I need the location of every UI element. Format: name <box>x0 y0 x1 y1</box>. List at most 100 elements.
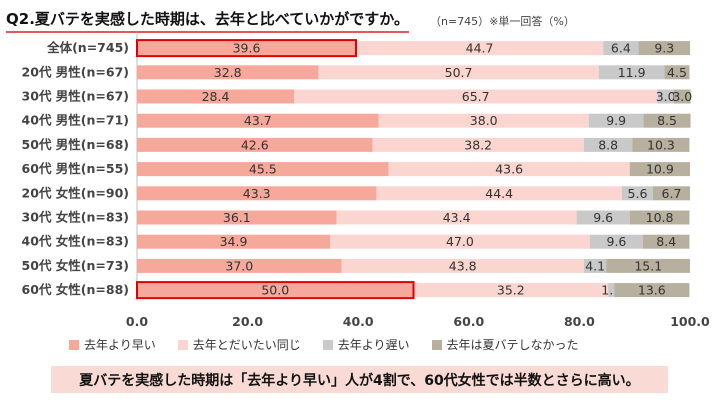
x-tick-label: 100.0 <box>670 314 710 329</box>
bar-segment <box>137 210 337 225</box>
legend-item: 去年より遅い <box>322 336 410 353</box>
data-label: 8.8 <box>598 137 618 152</box>
bar-segment <box>629 162 690 177</box>
stacked-bar-chart: 全体(n=745) 39.6 44.7 6.4 9.3 20代 男性(n=67) 32.8 5… <box>22 34 710 329</box>
data-label: 37.0 <box>225 258 253 273</box>
data-label: 34.9 <box>220 234 248 249</box>
data-label: 10.8 <box>646 210 674 225</box>
bar-segment <box>329 234 590 249</box>
data-label: 9.9 <box>606 113 626 128</box>
bar-segment <box>378 113 589 128</box>
bar-segment <box>137 137 373 152</box>
bar-segment <box>388 162 630 177</box>
legend-item: 去年は夏バテしなかった <box>431 336 579 353</box>
data-label: 38.2 <box>464 137 492 152</box>
bar-segment <box>355 41 604 56</box>
highlight-box <box>136 39 357 58</box>
category-label: 20代 女性(n=90) <box>22 185 129 200</box>
legend-label: 去年より早い <box>84 338 156 352</box>
data-label: 8.5 <box>657 113 677 128</box>
data-label: 39.6 <box>233 41 261 56</box>
bar-segment <box>576 210 630 225</box>
bar-segment <box>341 258 584 273</box>
bar-segment <box>652 186 690 201</box>
chart-subtitle: （n=745）※単一回答（%） <box>430 15 575 28</box>
bar-segment <box>137 89 295 104</box>
data-label: 47.0 <box>446 234 474 249</box>
bar-segment <box>606 258 690 273</box>
bar-segment <box>632 137 690 152</box>
bar-segment <box>137 186 377 201</box>
bar-segment <box>614 283 690 298</box>
legend-label: 去年は夏バテしなかった <box>446 338 579 352</box>
bar-segment <box>137 258 342 273</box>
bar-segment <box>137 162 389 177</box>
x-tick-label: 20.0 <box>232 314 263 329</box>
bar-segment <box>621 186 653 201</box>
highlight-box <box>136 281 415 300</box>
bar-segment <box>137 283 414 298</box>
data-label: 65.7 <box>462 89 490 104</box>
data-label: 38.0 <box>470 113 498 128</box>
bar-segment <box>629 210 690 225</box>
bar-segment <box>603 41 639 56</box>
data-label: 3.0 <box>656 89 676 104</box>
legend-item: 去年とだいたい同じ <box>177 336 301 353</box>
data-label: 3.0 <box>672 89 692 104</box>
category-label: 50代 男性(n=68) <box>22 137 129 152</box>
bar-segment <box>664 65 690 80</box>
data-label: 9.6 <box>607 234 627 249</box>
category-label: 50代 女性(n=73) <box>22 258 129 273</box>
bar-segment <box>294 89 658 104</box>
data-label: 28.4 <box>202 89 230 104</box>
data-label: 43.8 <box>449 258 477 273</box>
bar-segment <box>137 65 319 80</box>
data-label: 50.0 <box>261 283 289 298</box>
data-label: 5.6 <box>628 186 648 201</box>
category-label: 全体(n=745) <box>46 40 129 55</box>
category-label: 60代 女性(n=88) <box>22 282 129 297</box>
bar-segment <box>372 137 584 152</box>
legend-label: 去年より遅い <box>337 338 410 352</box>
x-tick-label: 60.0 <box>453 314 484 329</box>
bar-segment <box>376 186 622 201</box>
bar-segment <box>137 113 379 128</box>
data-label: 4.1 <box>585 258 605 273</box>
bar-segment <box>583 137 633 152</box>
x-tick-label: 0.0 <box>126 314 148 329</box>
legend-label: 去年とだいたい同じ <box>192 338 301 352</box>
data-label: 35.2 <box>497 283 525 298</box>
data-label: 43.7 <box>244 113 272 128</box>
data-label: 10.3 <box>647 137 675 152</box>
conclusion-banner: 夏バテを実感した時期は「去年より早い」人が4割で、60代女性では半数とさらに高い… <box>51 366 668 393</box>
category-label: 30代 男性(n=67) <box>22 89 129 104</box>
bar-segment <box>673 89 691 104</box>
legend-swatch <box>69 339 79 350</box>
bar-segment <box>318 65 599 80</box>
data-label: 43.4 <box>443 210 471 225</box>
data-label: 6.7 <box>662 186 682 201</box>
legend-swatch <box>177 339 188 350</box>
bar-segment <box>137 234 330 249</box>
category-label: 60代 男性(n=55) <box>22 161 129 176</box>
bar-segment <box>588 113 644 128</box>
data-label: 32.8 <box>214 65 242 80</box>
category-label: 30代 女性(n=83) <box>22 210 129 225</box>
bar-segment <box>583 258 607 273</box>
bar-segment <box>643 113 691 128</box>
data-label: 45.5 <box>249 162 277 177</box>
data-label: 9.3 <box>654 41 674 56</box>
category-label: 40代 女性(n=83) <box>22 234 129 249</box>
bar-segment <box>413 283 609 298</box>
data-label: 4.5 <box>667 65 687 80</box>
data-label: 44.4 <box>485 186 513 201</box>
legend: 去年より早い 去年とだいたい同じ 去年より遅い 去年は夏バテしなかった <box>69 336 579 353</box>
bar-segment <box>137 41 356 56</box>
data-label: 9.6 <box>593 210 613 225</box>
data-label: 15.1 <box>634 258 662 273</box>
bar-segment <box>336 210 577 225</box>
data-label: 44.7 <box>466 41 494 56</box>
bar-segment <box>598 65 665 80</box>
chart-title: Q2.夏バテを実感した時期は、去年と比べていかがですか。 <box>6 8 409 33</box>
data-label: 13.6 <box>638 283 666 298</box>
